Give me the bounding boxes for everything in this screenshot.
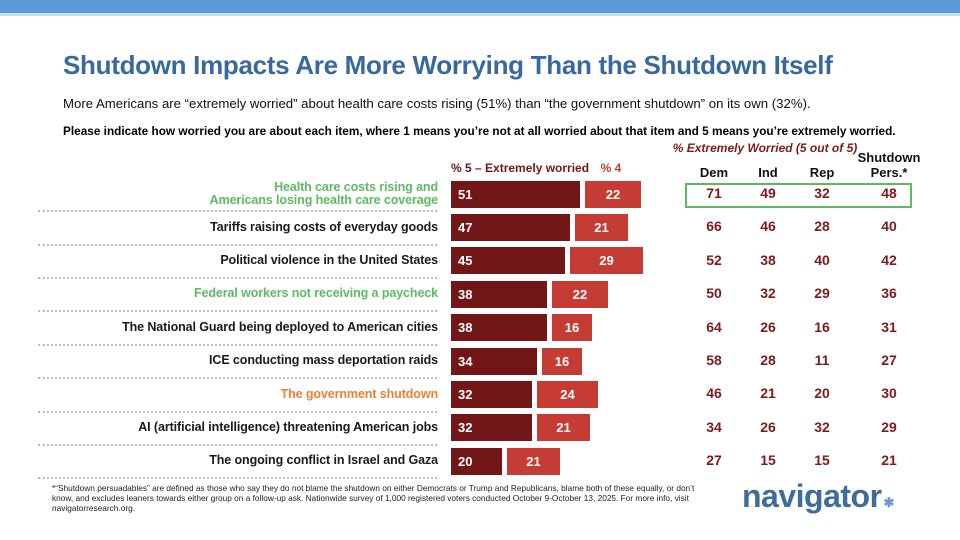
bar-extremely-worried: 47 [451, 213, 570, 241]
bar-pct4: 29 [570, 247, 643, 275]
navigator-logo: navigator ✱ [742, 478, 894, 515]
table-cell: 58 [706, 352, 722, 368]
category-label: Health care costs rising and Americans l… [209, 179, 438, 207]
row-separator [38, 444, 437, 446]
table-title: % Extremely Worried (5 out of 5) [672, 141, 858, 155]
table-cell: 28 [814, 218, 830, 235]
table-cell: 21 [881, 452, 897, 469]
table-cell: 32 [814, 185, 830, 201]
table-cell: 38 [760, 251, 776, 268]
table-cell: 52 [706, 251, 722, 268]
table-cell: 34 [706, 418, 722, 435]
bar-pct4: 22 [552, 280, 608, 308]
table-cell: 36 [881, 285, 897, 302]
top-accent-underline [0, 13, 960, 16]
category-label: The government shutdown [280, 386, 439, 401]
survey-question-text: Please indicate how worried you are abou… [63, 124, 896, 138]
table-cell: 40 [881, 218, 897, 235]
table-cell: 27 [881, 352, 897, 368]
bar-extremely-worried: 32 [451, 380, 532, 408]
logo-star-icon: ✱ [883, 495, 895, 510]
category-label: AI (artificial intelligence) threatening… [138, 420, 438, 435]
row-separator [38, 377, 437, 380]
bar-pct4: 21 [537, 414, 590, 442]
table-cell: 15 [814, 452, 830, 469]
table-cell: 64 [706, 318, 722, 335]
category-label: The National Guard being deployed to Ame… [122, 319, 438, 334]
table-cell: 27 [706, 452, 722, 469]
logo-wordmark: navigator [742, 478, 882, 514]
table-cell: 20 [814, 385, 830, 402]
slide-subtitle: More Americans are “extremely worried” a… [63, 96, 811, 111]
table-cell: 66 [706, 218, 722, 235]
category-label: Tariffs raising costs of everyday goods [210, 219, 438, 234]
category-label: Political violence in the United States [220, 253, 438, 268]
table-cell: 32 [814, 418, 830, 435]
legend-extremely-worried-label: % 5 – Extremely worried [451, 161, 590, 175]
row-separator [38, 243, 437, 246]
table-cell: 31 [881, 318, 897, 335]
bar-extremely-worried: 45 [451, 247, 565, 275]
table-cell: 48 [881, 185, 897, 201]
table-cell: 15 [760, 452, 776, 469]
legend-pct4-label: % 4 [600, 161, 622, 175]
category-label: ICE conducting mass deportation raids [209, 353, 438, 368]
bar-extremely-worried: 34 [451, 347, 537, 375]
table-cell: 30 [881, 385, 897, 402]
bar-pct4: 16 [542, 347, 582, 375]
bar-extremely-worried: 51 [451, 180, 580, 208]
table-cell: 46 [760, 218, 776, 235]
column-header-ind: Ind [758, 164, 778, 180]
bar-pct4: 16 [552, 314, 592, 342]
top-accent-bar [0, 0, 960, 13]
table-cell: 29 [814, 285, 830, 302]
table-cell: 32 [760, 285, 776, 302]
table-cell: 28 [760, 352, 776, 368]
table-cell: 26 [760, 318, 776, 335]
table-cell: 29 [881, 418, 897, 435]
table-cell: 21 [760, 385, 776, 402]
row-separator [38, 277, 437, 279]
table-cell: 46 [706, 385, 722, 402]
bar-extremely-worried: 32 [451, 414, 532, 442]
slide-title: Shutdown Impacts Are More Worrying Than … [63, 50, 833, 80]
row-separator [38, 410, 437, 413]
bar-extremely-worried: 38 [451, 280, 547, 308]
highlight-box [685, 183, 912, 208]
column-header-rep: Rep [809, 164, 835, 180]
table-cell: 71 [706, 185, 722, 201]
bar-pct4: 24 [537, 380, 598, 408]
table-cell: 40 [814, 251, 830, 268]
column-header-shutdown-pers: Shutdown Pers.* [857, 150, 921, 180]
bar-pct4: 21 [507, 447, 560, 475]
bar-pct4: 21 [575, 213, 628, 241]
category-label: Federal workers not receiving a paycheck [193, 286, 438, 301]
table-cell: 16 [814, 318, 830, 335]
row-separator [38, 310, 437, 313]
row-separator [38, 210, 437, 213]
bar-pct4: 22 [585, 180, 641, 208]
table-cell: 49 [760, 185, 776, 201]
category-label: The ongoing conflict in Israel and Gaza [209, 453, 438, 468]
bar-extremely-worried: 20 [451, 447, 502, 475]
table-cell: 26 [760, 418, 776, 435]
table-cell: 50 [706, 285, 722, 302]
footnote-text: *“Shutdown persuadables” are defined as … [52, 483, 695, 513]
column-header-dem: Dem [699, 164, 729, 180]
table-cell: 42 [881, 251, 897, 268]
row-separator [38, 477, 437, 480]
bar-extremely-worried: 38 [451, 314, 547, 342]
table-cell: 11 [814, 352, 830, 368]
row-separator [38, 343, 437, 346]
